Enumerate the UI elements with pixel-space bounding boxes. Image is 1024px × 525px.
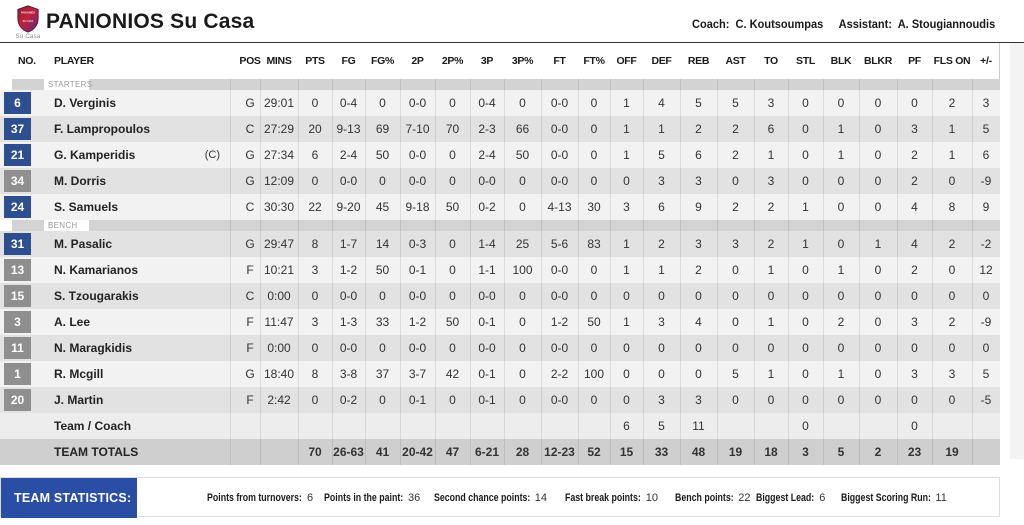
svg-text:SU CASA: SU CASA — [23, 20, 34, 23]
svg-text:PANIONIOS: PANIONIOS — [21, 11, 36, 15]
